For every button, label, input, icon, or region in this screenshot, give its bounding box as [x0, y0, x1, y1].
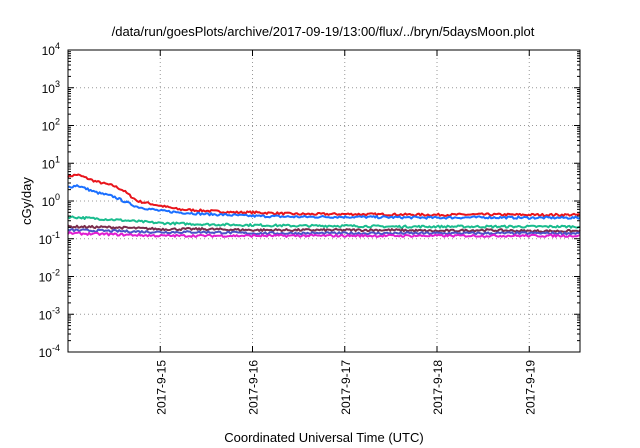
- x-tick-label: 2017-9-19: [523, 360, 537, 415]
- x-tick-label: 2017-9-17: [339, 360, 353, 415]
- y-tick-label: 101: [42, 154, 60, 171]
- series-lines: [67, 173, 581, 238]
- x-axis-ticks: 2017-9-15 2017-9-16 2017-9-17 2017-9-18 2017…: [154, 50, 537, 415]
- y-tick-label: 10-2: [39, 268, 60, 285]
- x-axis-label: Coordinated Universal Time (UTC): [224, 430, 423, 445]
- chart-title: /data/run/goesPlots/archive/2017-09-19/1…: [112, 24, 535, 39]
- x-tick-label: 2017-9-15: [154, 360, 168, 415]
- y-tick-label: 102: [42, 117, 60, 134]
- y-tick-label: 100: [42, 192, 60, 209]
- y-tick-label: 104: [42, 41, 60, 58]
- y-axis-ticks: 10-4 10-3 10-2 10-1 100 101 102 103 104: [39, 41, 580, 360]
- x-tick-label: 2017-9-18: [431, 360, 445, 415]
- series-line-4: [67, 224, 581, 234]
- y-axis-label: cGy/day: [19, 177, 34, 225]
- y-tick-label: 10-1: [39, 230, 60, 247]
- series-line-6: [67, 231, 581, 238]
- y-tick-label: 10-3: [39, 305, 60, 322]
- series-line-1: [67, 173, 581, 217]
- y-tick-label: 10-4: [39, 343, 60, 360]
- x-tick-label: 2017-9-16: [247, 360, 261, 415]
- y-tick-label: 103: [42, 79, 60, 96]
- series-line-2: [68, 184, 581, 220]
- series-line-3: [67, 215, 581, 229]
- grid-lines: [68, 50, 580, 352]
